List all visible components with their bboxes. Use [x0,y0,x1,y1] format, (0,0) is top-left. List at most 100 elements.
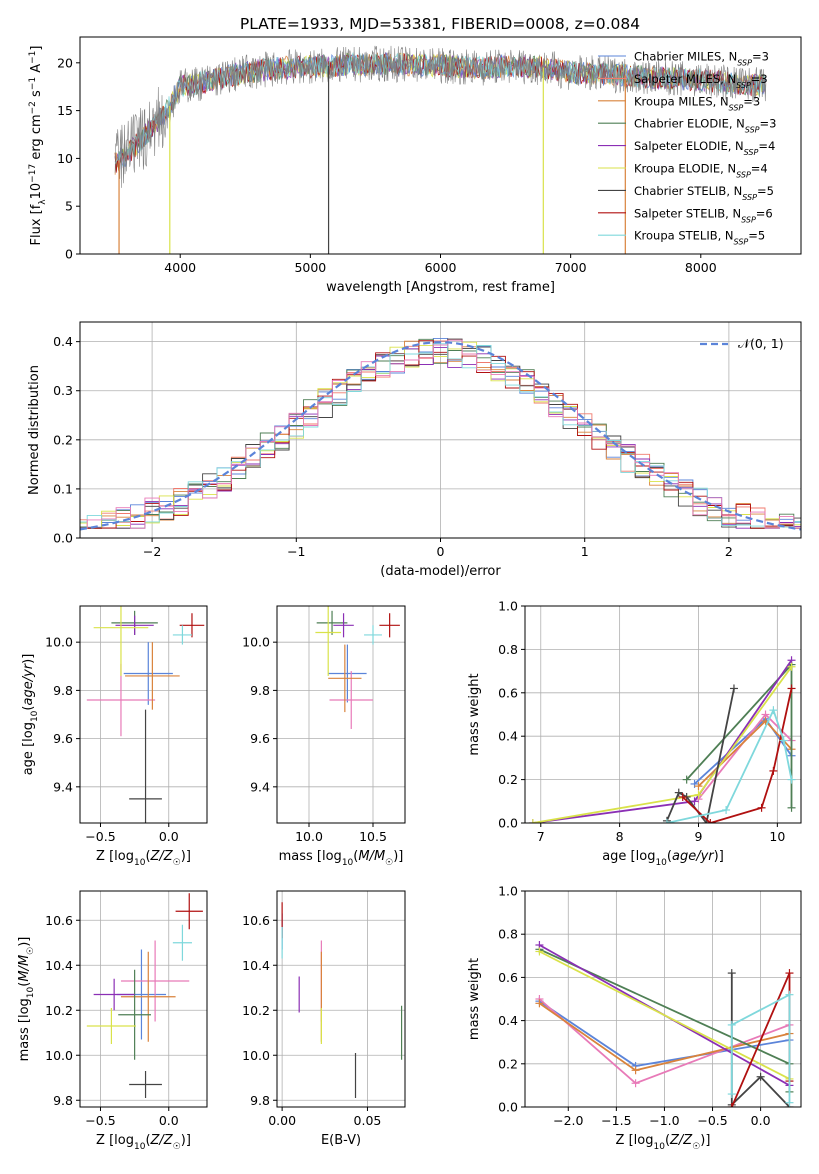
x-tick-label: 7000 [555,260,587,275]
x-axis-label-part: ( [145,849,150,864]
y-tick-label: 1.0 [498,599,518,614]
age_vs_Z-frame [79,605,208,824]
legend-text: =6 [756,206,773,220]
y-tick-label: 9.8 [53,683,73,698]
y-axis-label-part: ] [29,46,44,51]
x-axis-label-part: ( [353,849,358,864]
errorbar-point [316,610,348,635]
x-axis-label-part: ( [145,1133,150,1148]
y-axis-label-part: mass weight [467,958,482,1040]
y-axis-label-part: )] [17,937,32,947]
y-axis-label-part: age [log [21,722,36,775]
errorbar-point [120,951,176,1042]
x-axis-label-part: 10 [134,1142,146,1152]
x-tick-label: 7 [537,829,545,844]
x-tick-label: 4000 [164,260,196,275]
errorbar-point [175,893,203,930]
hist-plot [80,337,801,531]
x-tick-label: 10 [769,829,785,844]
x-axis-label-part: Z/Z [669,1133,693,1148]
errorbar-point [115,615,154,635]
hist-step-line [80,338,801,529]
x-tick-label: −0.5 [85,1113,115,1128]
legend-text: Salpeter MILES, N [634,72,736,86]
legend-text: =3 [760,117,777,131]
x-axis-label-part: ☉ [173,858,181,868]
x-tick-label: −0.5 [85,829,115,844]
legend-sub: SSP [741,215,756,224]
y-tick-label: 10.4 [45,958,73,973]
x-axis-label: age [log10(age/yr)] [602,849,724,868]
x-axis-label-part: 10 [342,858,354,868]
plus-marker [787,684,796,693]
x-axis-label: wavelength [Angstrom, rest frame] [326,280,555,295]
plus-marker [662,819,671,823]
y-axis-label-part: Flux [f [29,204,44,245]
plus-marker [787,775,796,784]
legend-text: =4 [751,162,768,176]
errorbar-point [172,625,192,645]
y-tick-label: 10.0 [242,635,270,650]
legend-sub: SSP [736,80,751,89]
plus-marker [785,1098,794,1107]
errorbar-point [125,642,180,710]
y-tick-label: 9.6 [53,731,73,746]
errorbar-point [333,613,354,638]
y-tick-label: 9.8 [250,683,270,698]
x-tick-label: 0.0 [159,829,179,844]
x-axis-label-part: Z [log [96,849,134,864]
plus-marker [528,819,537,823]
y-tick-label: 10.0 [45,1048,73,1063]
weight-series-line [666,707,793,823]
y-tick-label: 9.6 [250,731,270,746]
weight_vs_Z-frame [524,890,802,1108]
legend-sub: SSP [737,58,752,67]
y-axis-label-part: −17 [28,164,38,183]
y-tick-label: 0.3 [53,383,73,398]
x-axis-label-part: )] [181,1133,191,1148]
y-tick-label: 0.6 [498,970,518,985]
x-tick-label: 6000 [425,260,457,275]
plus-marker [535,947,544,956]
x-axis-label-part: age/yr [672,849,715,864]
plus-marker [785,990,794,999]
errorbar-point [172,924,192,961]
x-tick-label: 0.0 [751,1113,771,1128]
legend-text: =5 [757,184,774,198]
residual_hist-frame [79,321,802,539]
errorbar-point [123,642,173,705]
x-axis-label-part: wavelength [Angstrom, rest frame] [326,280,555,295]
y-axis-label-part: s [29,90,44,101]
y-axis-label-part: )] [21,654,36,664]
legend-entry: Chabrier STELIB, NSSP=5 [634,184,774,202]
plus-marker [694,790,703,799]
spectrum-plot [114,45,767,254]
legend-sub: SSP [742,192,757,201]
legend-sub: SSP [729,103,744,112]
x-axis-label-part: )] [181,849,191,864]
x-axis-label: (data-model)/error [380,564,501,579]
weight_vs_age-lines [528,656,796,823]
weight-series-line [538,950,790,1080]
plus-marker [757,803,766,812]
x-axis-label-part: ( [665,1133,670,1148]
y-axis-label-part: λ [38,199,48,205]
plus-marker [727,969,736,978]
legend-entry: Chabrier ELODIE, NSSP=3 [634,117,776,135]
y-axis-label-part: −1 [28,51,38,64]
y-tick-label: 0.8 [498,927,518,942]
x-axis-label-part: )] [714,849,724,864]
y-axis-label: Flux [fλ10−17 erg cm−2 s−1 A−1] [28,46,48,246]
y-tick-label: 9.4 [53,779,73,794]
x-axis-label-part: ☉ [385,858,393,868]
gaussian-curve [80,341,801,531]
y-tick-label: 9.8 [250,1093,270,1108]
x-axis-label: Z [log10(Z/Z☉)] [96,849,191,868]
legend-entry: Kroupa ELODIE, NSSP=4 [634,162,768,180]
legend-text: Kroupa STELIB, N [634,229,734,243]
errorbar-point [329,671,373,729]
x-tick-label: −0.5 [697,1113,727,1128]
legend-text: =3 [752,50,769,64]
y-axis-label: mass weight [467,958,482,1040]
